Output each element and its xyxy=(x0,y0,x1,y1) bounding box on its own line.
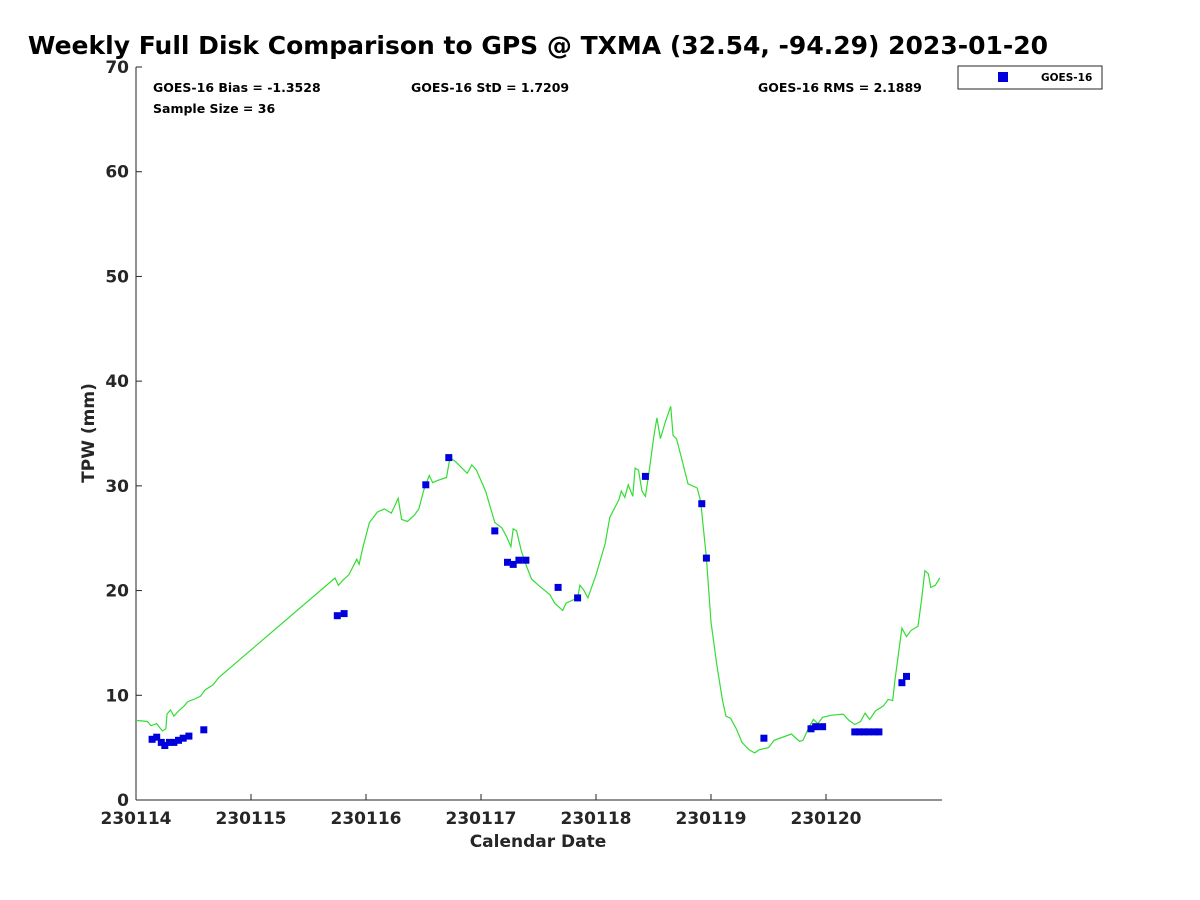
gps-line xyxy=(136,406,940,753)
std-stat: GOES-16 StD = 1.7209 xyxy=(411,80,569,95)
x-tick-label: 230115 xyxy=(216,809,287,829)
goes16-point xyxy=(812,723,819,730)
goes16-point xyxy=(642,473,649,480)
x-tick-label: 230117 xyxy=(446,809,517,829)
goes16-series xyxy=(149,454,910,749)
goes16-point xyxy=(185,733,192,740)
goes16-point xyxy=(698,500,705,507)
goes16-point xyxy=(574,594,581,601)
goes16-point xyxy=(903,673,910,680)
goes16-point xyxy=(200,726,207,733)
chart-title: Weekly Full Disk Comparison to GPS @ TXM… xyxy=(28,31,1048,60)
goes16-point xyxy=(422,481,429,488)
y-tick-label: 50 xyxy=(105,267,129,287)
goes16-point xyxy=(555,584,562,591)
goes16-point xyxy=(445,454,452,461)
y-tick-label: 70 xyxy=(105,58,129,78)
x-tick-label: 230119 xyxy=(676,809,747,829)
legend: GOES-16 xyxy=(958,66,1102,89)
y-tick-label: 0 xyxy=(117,791,129,811)
x-tick-label: 230116 xyxy=(331,809,402,829)
x-ticks: 230114 230115 230116 230117 230118 230119 2301… xyxy=(101,794,862,829)
y-tick-label: 20 xyxy=(105,582,129,602)
sample-size-stat: Sample Size = 36 xyxy=(153,101,275,116)
y-tick-label: 30 xyxy=(105,477,129,497)
goes16-point xyxy=(522,557,529,564)
gps-series xyxy=(136,406,940,753)
goes16-point xyxy=(515,557,522,564)
bias-stat: GOES-16 Bias = -1.3528 xyxy=(153,80,321,95)
plot-area: 0 10 20 30 40 50 60 70 230114 230115 230116 230117… xyxy=(101,58,942,829)
y-tick-label: 10 xyxy=(105,686,129,706)
x-tick-label: 230118 xyxy=(561,809,632,829)
goes16-point xyxy=(898,679,905,686)
goes16-point xyxy=(819,723,826,730)
x-axis-label: Calendar Date xyxy=(470,832,607,852)
legend-label-goes16: GOES-16 xyxy=(1041,72,1092,84)
goes16-point xyxy=(341,610,348,617)
goes16-point xyxy=(703,555,710,562)
stats-block: GOES-16 Bias = -1.3528 GOES-16 StD = 1.7… xyxy=(153,80,922,116)
y-tick-label: 40 xyxy=(105,372,129,392)
y-axis-label: TPW (mm) xyxy=(79,383,99,483)
y-tick-label: 60 xyxy=(105,163,129,183)
goes16-point xyxy=(491,527,498,534)
goes16-point xyxy=(760,735,767,742)
goes16-point xyxy=(875,728,882,735)
goes16-point xyxy=(334,612,341,619)
legend-marker-goes16 xyxy=(998,72,1008,82)
x-tick-label: 230114 xyxy=(101,809,172,829)
x-tick-label: 230120 xyxy=(791,809,862,829)
rms-stat: GOES-16 RMS = 2.1889 xyxy=(758,80,922,95)
